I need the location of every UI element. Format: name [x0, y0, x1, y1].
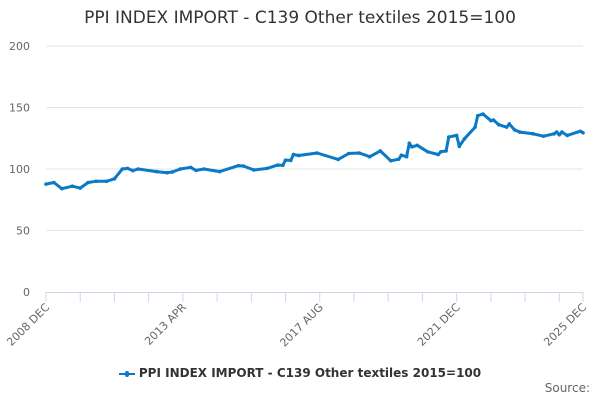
x-tick-label: 2017 AUG: [277, 301, 326, 350]
y-tick-label: 50: [16, 225, 30, 238]
data-point: [491, 118, 496, 122]
data-point: [457, 144, 462, 149]
data-point: [281, 163, 285, 168]
data-point: [296, 153, 301, 158]
data-point: [252, 168, 256, 172]
data-point: [52, 180, 56, 185]
chart-title: PPI INDEX IMPORT - C139 Other textiles 2…: [84, 8, 516, 28]
data-point: [552, 132, 556, 136]
data-point: [241, 164, 246, 168]
data-point: [78, 186, 83, 190]
data-point: [202, 167, 206, 171]
data-point: [315, 151, 319, 155]
data-point: [439, 149, 443, 154]
data-point: [565, 133, 570, 138]
legend-line-marker-icon: [118, 370, 135, 377]
data-point: [70, 184, 75, 189]
data-point: [86, 180, 90, 185]
data-point: [399, 153, 404, 158]
data-point: [275, 163, 280, 167]
data-point: [194, 168, 198, 173]
data-point: [504, 125, 509, 129]
data-point: [541, 134, 546, 138]
data-point: [496, 122, 501, 127]
legend-label: PPI INDEX IMPORT - C139 Other textiles 2…: [138, 366, 482, 380]
data-point: [473, 125, 477, 129]
data-point: [454, 133, 459, 138]
data-point: [336, 157, 340, 162]
data-point: [425, 149, 430, 154]
data-point: [396, 157, 401, 161]
data-point: [236, 163, 240, 168]
data-point: [481, 112, 485, 116]
data-point: [188, 165, 193, 170]
data-point: [154, 169, 159, 174]
data-point: [112, 177, 117, 181]
x-tick-label: 2021 DEC: [415, 301, 463, 349]
data-point: [436, 152, 441, 157]
data-point: [410, 145, 414, 149]
data-point: [560, 130, 564, 134]
x-tick-label: 2008 DEC: [4, 301, 52, 349]
data-point: [475, 113, 480, 118]
data-point: [578, 129, 583, 134]
data-point: [346, 151, 351, 156]
data-point: [136, 167, 140, 171]
data-point: [512, 128, 517, 132]
data-point: [357, 151, 362, 155]
series-line: [45, 112, 584, 191]
data-point: [131, 168, 135, 173]
data-point: [415, 143, 419, 148]
data-point: [265, 166, 269, 171]
data-point: [125, 166, 130, 171]
data-point: [289, 158, 293, 163]
source-label: Source:: [544, 381, 590, 395]
y-tick-label: 0: [23, 286, 30, 299]
data-point: [94, 179, 98, 184]
data-point: [507, 122, 512, 126]
data-point: [170, 170, 175, 174]
data-point: [165, 170, 169, 175]
data-point: [283, 158, 288, 162]
y-tick-label: 100: [9, 163, 30, 176]
data-point: [178, 167, 183, 171]
data-point: [531, 132, 535, 136]
x-tick-label: 2025 DEC: [541, 301, 589, 349]
data-point: [120, 167, 125, 171]
data-point: [367, 154, 372, 159]
data-point: [217, 169, 222, 174]
data-point: [557, 133, 562, 137]
data-point: [404, 154, 409, 159]
data-point: [104, 179, 109, 184]
data-point: [59, 186, 64, 191]
data-point: [378, 149, 383, 153]
data-point: [581, 131, 585, 135]
data-point: [444, 149, 448, 153]
data-point: [291, 152, 296, 157]
y-tick-label: 200: [9, 40, 30, 53]
legend-item[interactable]: PPI INDEX IMPORT - C139 Other textiles 2…: [0, 366, 600, 380]
data-point: [44, 182, 48, 186]
y-tick-label: 150: [9, 102, 30, 115]
data-point: [446, 135, 451, 139]
data-point: [518, 130, 522, 134]
data-point: [389, 158, 393, 163]
data-point: [554, 130, 559, 134]
data-point: [407, 141, 412, 145]
x-tick-label: 2013 APR: [142, 301, 189, 348]
data-point: [462, 136, 467, 141]
